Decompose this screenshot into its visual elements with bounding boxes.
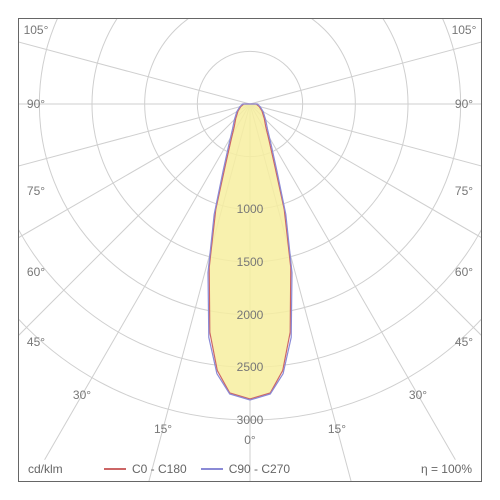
angle-label-45: 45° xyxy=(455,335,473,349)
series-c0-c180 xyxy=(209,104,291,399)
angle-label-15: 15° xyxy=(154,422,172,436)
angle-label-105: 105° xyxy=(452,23,477,37)
angle-label-75: 75° xyxy=(27,184,45,198)
legend-swatch xyxy=(201,468,223,470)
radial-label-1500: 1500 xyxy=(237,255,264,269)
angle-label-90: 90° xyxy=(27,97,45,111)
legend: C0 - C180 C90 - C270 xyxy=(90,462,290,476)
angle-label-105: 105° xyxy=(24,23,49,37)
eta-label: η = 100% xyxy=(421,462,472,476)
angle-label-30: 30° xyxy=(409,388,427,402)
angle-label-90: 90° xyxy=(455,97,473,111)
angle-label-45: 45° xyxy=(27,335,45,349)
angle-label-60: 60° xyxy=(455,265,473,279)
legend-item-label: C0 - C180 xyxy=(132,462,187,476)
angle-label-60: 60° xyxy=(27,265,45,279)
angle-label-30: 30° xyxy=(73,388,91,402)
legend-item-label: C90 - C270 xyxy=(229,462,290,476)
radial-label-2000: 2000 xyxy=(237,308,264,322)
legend-swatch xyxy=(104,468,126,470)
radial-label-2500: 2500 xyxy=(237,360,264,374)
unit-label: cd/klm xyxy=(28,462,63,476)
radial-label-1000: 1000 xyxy=(237,202,264,216)
angle-label-75: 75° xyxy=(455,184,473,198)
angle-label-15: 15° xyxy=(328,422,346,436)
angle-label-0: 0° xyxy=(244,433,255,447)
radial-label-3000: 3000 xyxy=(237,413,264,427)
